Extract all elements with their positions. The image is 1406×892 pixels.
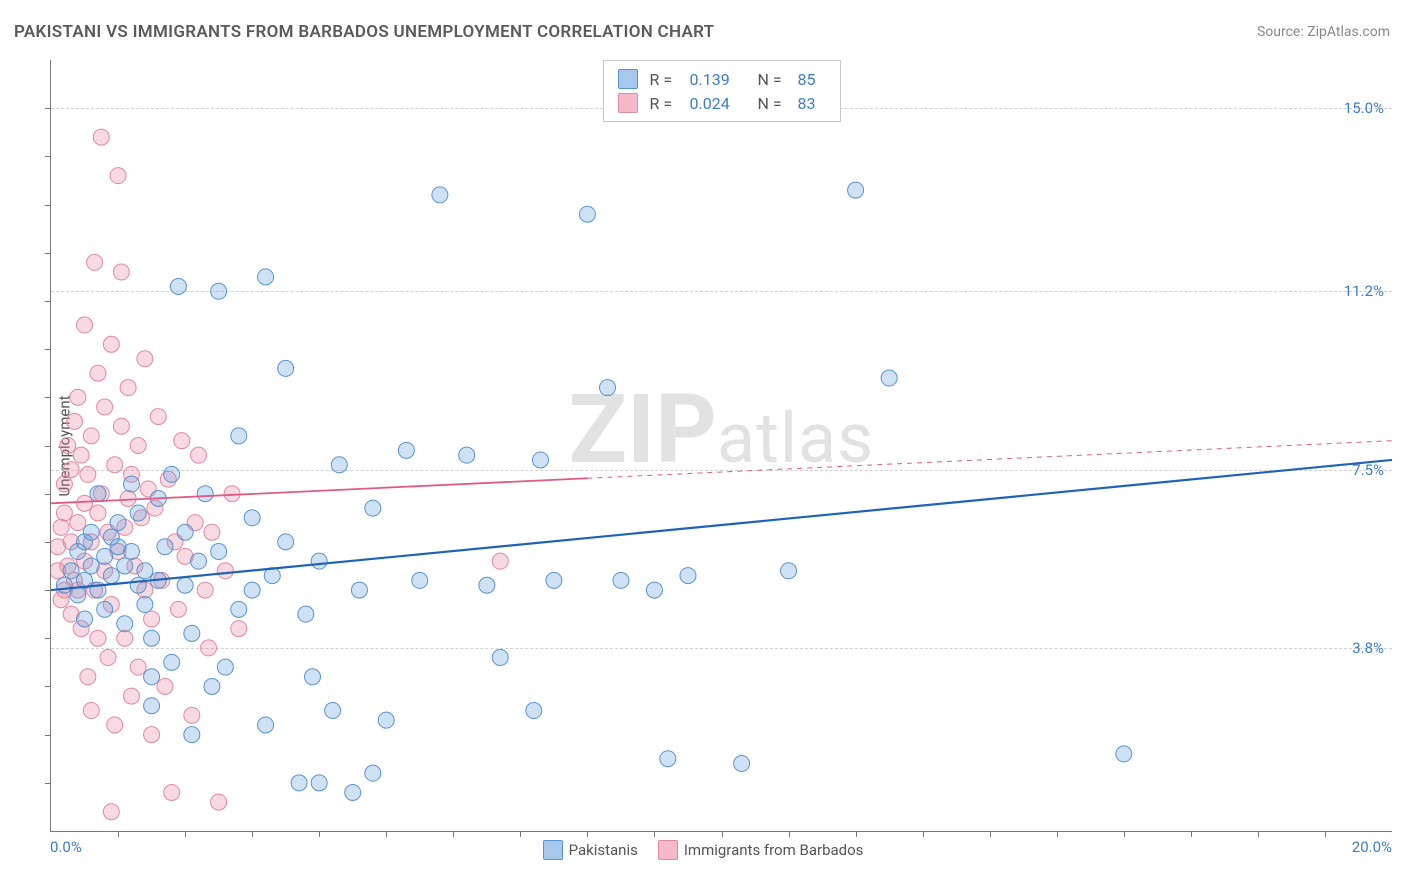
x-tick	[923, 831, 924, 837]
x-tick	[252, 831, 253, 837]
x-tick	[319, 831, 320, 837]
correlation-legend: R = 0.139 N = 85 R = 0.024 N = 83	[603, 60, 841, 122]
x-tick	[520, 831, 521, 837]
x-tick	[1057, 831, 1058, 837]
n-value-1: 83	[798, 94, 826, 113]
x-tick	[654, 831, 655, 837]
plot-area: ZIPatlas R = 0.139 N = 85 R = 0.024 N = …	[50, 60, 1392, 832]
y-tick-label: 3.8%	[1352, 639, 1384, 657]
y-tick-label: 15.0%	[1344, 99, 1384, 117]
r-label: R =	[650, 94, 678, 113]
series-label-0: Pakistanis	[569, 841, 638, 859]
x-tick	[1258, 831, 1259, 837]
legend-row-1: R = 0.024 N = 83	[618, 91, 826, 115]
series-swatch-1	[658, 840, 678, 860]
r-value-1: 0.024	[690, 94, 746, 113]
n-value-0: 85	[798, 70, 826, 89]
x-tick	[1124, 831, 1125, 837]
r-value-0: 0.139	[690, 70, 746, 89]
series-swatch-0	[543, 840, 563, 860]
x-tick	[1191, 831, 1192, 837]
series-legend-item-1: Immigrants from Barbados	[658, 840, 864, 860]
n-label: N =	[758, 70, 786, 89]
x-tick	[587, 831, 588, 837]
legend-row-0: R = 0.139 N = 85	[618, 67, 826, 91]
x-tick	[856, 831, 857, 837]
y-tick-label: 11.2%	[1344, 282, 1384, 300]
x-tick	[185, 831, 186, 837]
source-text: Source: ZipAtlas.com	[1257, 24, 1390, 40]
y-tick-label: 7.5%	[1352, 461, 1384, 479]
series-legend: Pakistanis Immigrants from Barbados	[0, 840, 1406, 860]
chart-title: PAKISTANI VS IMMIGRANTS FROM BARBADOS UN…	[14, 22, 714, 42]
series-label-1: Immigrants from Barbados	[684, 841, 864, 859]
x-tick	[990, 831, 991, 837]
x-tick	[722, 831, 723, 837]
x-tick	[118, 831, 119, 837]
legend-swatch-1	[618, 93, 638, 113]
n-label: N =	[758, 94, 786, 113]
x-tick	[1325, 831, 1326, 837]
r-label: R =	[650, 70, 678, 89]
scatter-svg	[51, 60, 1392, 831]
series-legend-item-0: Pakistanis	[543, 840, 638, 860]
x-tick	[386, 831, 387, 837]
x-tick	[453, 831, 454, 837]
legend-swatch-0	[618, 69, 638, 89]
x-tick	[789, 831, 790, 837]
